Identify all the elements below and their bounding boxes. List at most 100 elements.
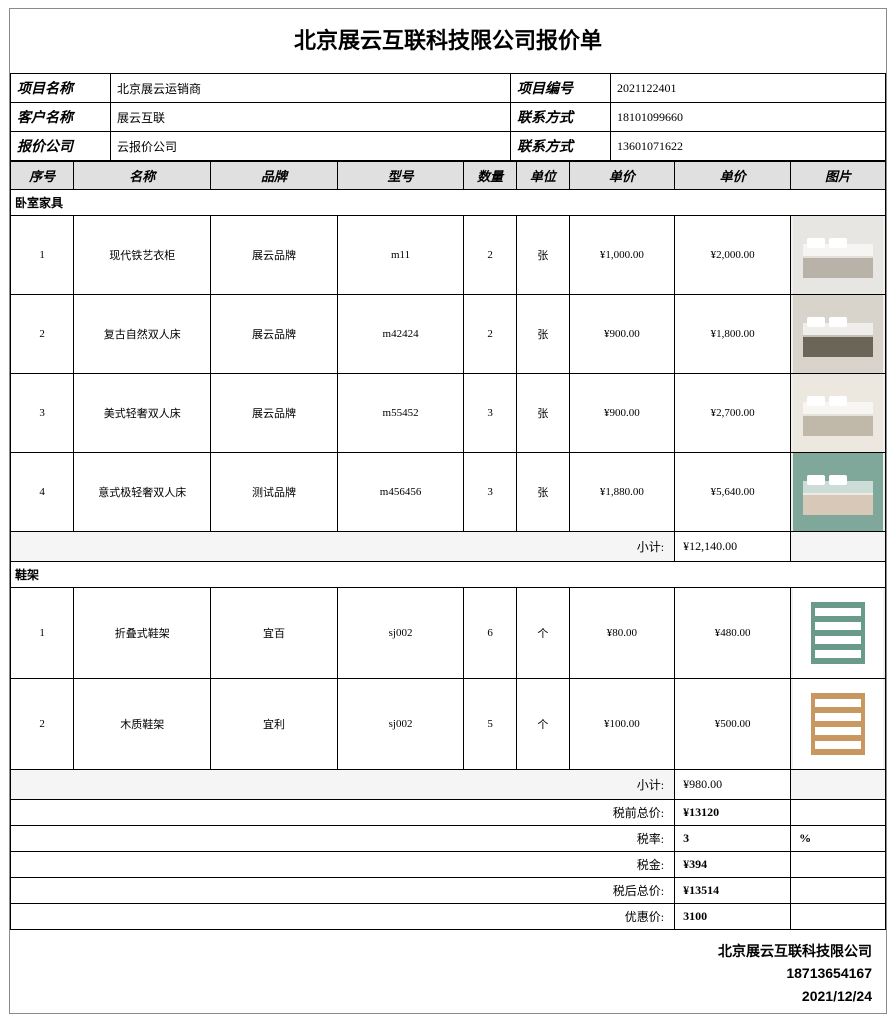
contact1: 18101099660 <box>611 103 886 132</box>
col-header: 图片 <box>791 162 886 190</box>
summary-value: ¥13120 <box>675 800 791 826</box>
table-row: 2木质鞋架宜利sj0025个¥100.00¥500.00 <box>11 679 886 770</box>
quoter-lbl: 报价公司 <box>11 132 111 161</box>
cell-no: 4 <box>11 453 74 532</box>
subtotal-row: 小计:¥980.00 <box>11 770 886 800</box>
subtotal-value: ¥12,140.00 <box>675 532 791 562</box>
cell-brand: 宜利 <box>211 679 338 770</box>
page-title: 北京展云互联科技限公司报价单 <box>10 9 886 73</box>
col-header: 单价 <box>675 162 791 190</box>
cell-name: 美式轻奢双人床 <box>74 374 211 453</box>
cell-name: 木质鞋架 <box>74 679 211 770</box>
summary-value: ¥394 <box>675 852 791 878</box>
cell-brand: 宜百 <box>211 588 338 679</box>
subtotal-value: ¥980.00 <box>675 770 791 800</box>
summary-label: 税前总价: <box>11 800 675 826</box>
section-header: 卧室家具 <box>11 190 886 216</box>
cell-model: m456456 <box>337 453 464 532</box>
col-header: 单位 <box>517 162 570 190</box>
thumbnail-cell <box>791 588 886 679</box>
table-row: 4意式极轻奢双人床测试品牌m4564563张¥1,880.00¥5,640.00 <box>11 453 886 532</box>
cell-brand: 展云品牌 <box>211 295 338 374</box>
cust-lbl: 客户名称 <box>11 103 111 132</box>
cell-brand: 展云品牌 <box>211 216 338 295</box>
cell-model: m11 <box>337 216 464 295</box>
cell-unit: 张 <box>517 453 570 532</box>
thumbnail-cell <box>791 295 886 374</box>
cell-price: ¥900.00 <box>569 295 674 374</box>
cell-model: m55452 <box>337 374 464 453</box>
cell-total: ¥5,640.00 <box>675 453 791 532</box>
summary-row: 优惠价:3100 <box>11 904 886 930</box>
contact1-lbl: 联系方式 <box>511 103 611 132</box>
section-header: 鞋架 <box>11 562 886 588</box>
summary-label: 优惠价: <box>11 904 675 930</box>
cell-total: ¥500.00 <box>675 679 791 770</box>
cell-name: 现代铁艺衣柜 <box>74 216 211 295</box>
col-header: 数量 <box>464 162 517 190</box>
footer-phone: 18713654167 <box>10 962 872 984</box>
cell-unit: 个 <box>517 588 570 679</box>
contact2: 13601071622 <box>611 132 886 161</box>
cell-total: ¥2,700.00 <box>675 374 791 453</box>
col-header: 型号 <box>337 162 464 190</box>
cell-unit: 张 <box>517 216 570 295</box>
table-row: 2复古自然双人床展云品牌m424242张¥900.00¥1,800.00 <box>11 295 886 374</box>
cell-qty: 6 <box>464 588 517 679</box>
cell-model: sj002 <box>337 588 464 679</box>
items-table: 序号名称品牌型号数量单位单价单价图片 卧室家具1现代铁艺衣柜展云品牌m112张¥… <box>10 161 886 930</box>
footer-date: 2021/12/24 <box>10 985 872 1007</box>
subtotal-label: 小计: <box>11 770 675 800</box>
summary-label: 税后总价: <box>11 878 675 904</box>
cell-no: 3 <box>11 374 74 453</box>
cell-price: ¥1,880.00 <box>569 453 674 532</box>
cell-total: ¥1,800.00 <box>675 295 791 374</box>
product-thumb <box>791 216 885 294</box>
cell-price: ¥1,000.00 <box>569 216 674 295</box>
cell-model: m42424 <box>337 295 464 374</box>
proj-name: 北京展云运销商 <box>111 74 511 103</box>
summary-row: 税金:¥394 <box>11 852 886 878</box>
cell-name: 意式极轻奢双人床 <box>74 453 211 532</box>
summary-value: 3100 <box>675 904 791 930</box>
col-header: 序号 <box>11 162 74 190</box>
cell-no: 2 <box>11 679 74 770</box>
cell-qty: 2 <box>464 295 517 374</box>
footer-company: 北京展云互联科技限公司 <box>10 940 872 962</box>
summary-value: ¥13514 <box>675 878 791 904</box>
cell-no: 2 <box>11 295 74 374</box>
cell-total: ¥2,000.00 <box>675 216 791 295</box>
cell-total: ¥480.00 <box>675 588 791 679</box>
product-thumb <box>791 374 885 452</box>
cell-unit: 个 <box>517 679 570 770</box>
cell-unit: 张 <box>517 295 570 374</box>
proj-name-lbl: 项目名称 <box>11 74 111 103</box>
product-thumb <box>791 295 885 373</box>
footer: 北京展云互联科技限公司 18713654167 2021/12/24 <box>10 930 886 1013</box>
cell-unit: 张 <box>517 374 570 453</box>
proj-no: 2021122401 <box>611 74 886 103</box>
quoter: 云报价公司 <box>111 132 511 161</box>
cell-brand: 展云品牌 <box>211 374 338 453</box>
subtotal-row: 小计:¥12,140.00 <box>11 532 886 562</box>
col-header: 品牌 <box>211 162 338 190</box>
table-header-row: 序号名称品牌型号数量单位单价单价图片 <box>11 162 886 190</box>
summary-label: 税金: <box>11 852 675 878</box>
col-header: 名称 <box>74 162 211 190</box>
cell-price: ¥80.00 <box>569 588 674 679</box>
cell-price: ¥900.00 <box>569 374 674 453</box>
cust: 展云互联 <box>111 103 511 132</box>
col-header: 单价 <box>569 162 674 190</box>
summary-label: 税率: <box>11 826 675 852</box>
cell-price: ¥100.00 <box>569 679 674 770</box>
thumbnail-cell <box>791 374 886 453</box>
cell-name: 折叠式鞋架 <box>74 588 211 679</box>
cell-qty: 3 <box>464 374 517 453</box>
summary-row: 税前总价:¥13120 <box>11 800 886 826</box>
cell-model: sj002 <box>337 679 464 770</box>
thumbnail-cell <box>791 453 886 532</box>
cell-qty: 3 <box>464 453 517 532</box>
cell-name: 复古自然双人床 <box>74 295 211 374</box>
summary-value: 3 <box>675 826 791 852</box>
cell-brand: 测试品牌 <box>211 453 338 532</box>
